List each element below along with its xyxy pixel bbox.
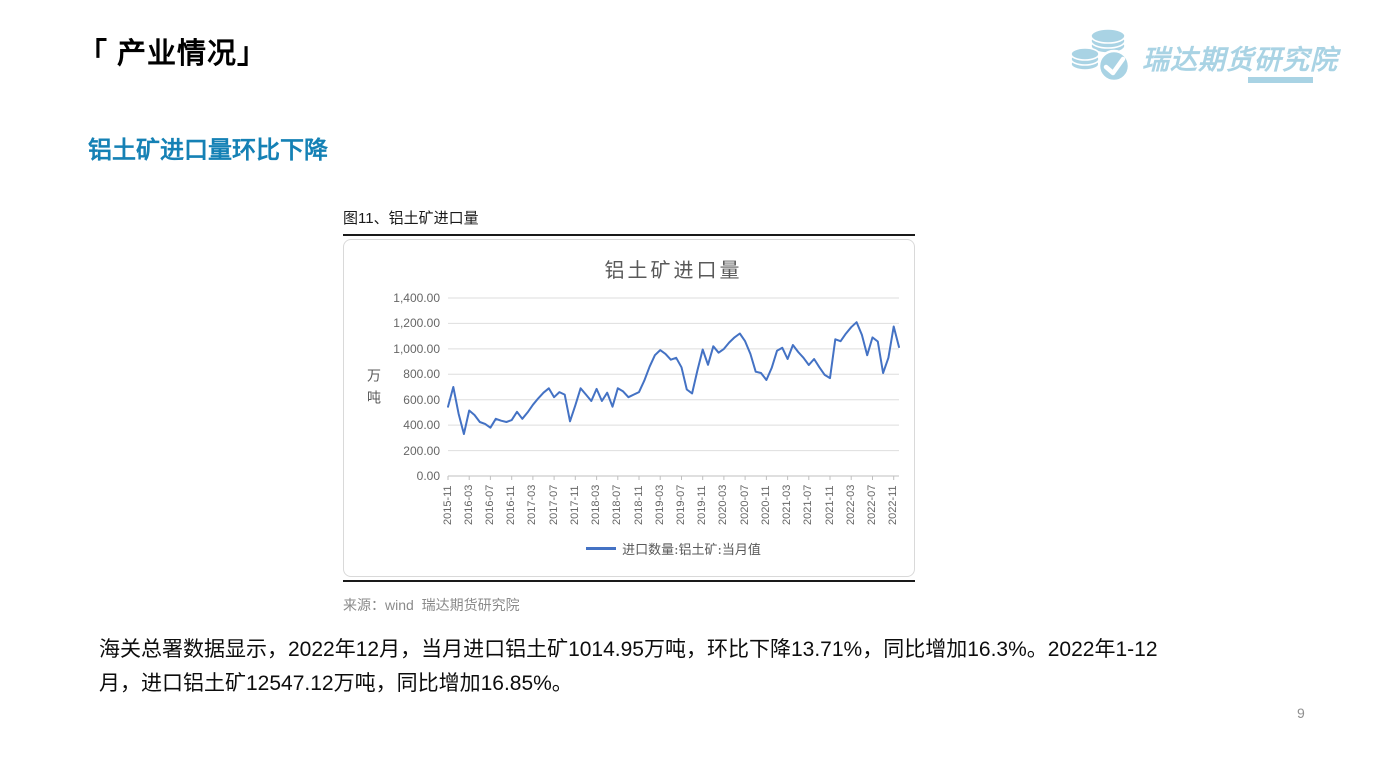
x-tick-label: 2020-03: [717, 484, 730, 525]
page-number: 9: [1297, 705, 1305, 721]
x-tick-label: 2022-11: [887, 485, 900, 525]
figure-source: 来源：wind 瑞达期货研究院: [343, 597, 520, 613]
x-tick-label: 2018-07: [611, 484, 624, 525]
chart-legend: 进口数量:铝土矿:当月值: [448, 539, 899, 558]
y-tick-label: 600.00: [403, 392, 440, 407]
figure-block: 图11、铝土矿进口量 铝土矿进口量 万吨 1,400.00 1,200.00 1,0…: [343, 207, 915, 615]
logo: 瑞达期货研究院: [1070, 26, 1337, 86]
slide-subtitle: 铝土矿进口量环比下降: [88, 137, 328, 164]
figure-top-rule: [343, 234, 915, 236]
x-tick-label: 2016-03: [462, 484, 475, 525]
x-tick-label: 2016-07: [483, 484, 496, 525]
legend-line-swatch: [586, 547, 617, 550]
logo-text: 瑞达期货研究院: [1142, 45, 1338, 75]
x-tick-label: 2021-07: [802, 484, 815, 525]
y-axis-unit-label: 万吨: [366, 368, 382, 412]
y-tick-label: 1,000.00: [393, 341, 440, 356]
x-tick-label: 2020-11: [759, 485, 772, 525]
x-tick-label: 2021-03: [781, 484, 794, 525]
x-tick-label: 2020-07: [738, 484, 751, 525]
figure-caption: 图11、铝土矿进口量: [343, 210, 479, 227]
x-tick-label: 2019-07: [675, 484, 687, 525]
legend-label: 进口数量:铝土矿:当月值: [622, 543, 761, 558]
x-tick-label: 2015-11: [441, 485, 454, 525]
logo-underline: [1248, 77, 1313, 83]
commentary-text: 海关总署数据显示，2022年12月，当月进口铝土矿1014.95万吨，环比下降1…: [99, 638, 1158, 695]
chart-title: 铝土矿进口量: [604, 258, 743, 282]
y-tick-label: 400.00: [403, 418, 440, 433]
section-title: 「 产业情况」: [78, 38, 268, 70]
x-tick-label: 2022-07: [866, 484, 878, 525]
x-tick-label: 2019-03: [653, 484, 666, 525]
x-tick-label: 2017-07: [547, 484, 560, 525]
x-tick-label: 2018-03: [590, 484, 603, 525]
x-tick-label: 2021-11: [823, 485, 836, 525]
y-tick-label: 0.00: [416, 469, 440, 483]
figure-bottom-rule: [343, 580, 915, 582]
y-tick-label: 800.00: [403, 367, 440, 382]
x-tick-label: 2016-11: [505, 485, 518, 525]
x-tick-label: 2017-11: [568, 485, 581, 525]
x-tick-label: 2018-11: [632, 485, 645, 525]
y-tick-label: 1,200.00: [393, 316, 440, 331]
y-tick-label: 1,400.00: [393, 291, 440, 305]
x-tick-label: 2019-11: [696, 485, 709, 525]
coins-check-logo-icon: [1070, 28, 1136, 91]
x-tick-label: 2017-03: [526, 484, 539, 525]
y-tick-label: 200.00: [403, 443, 440, 458]
line-chart: 铝土矿进口量 万吨 1,400.00 1,200.00 1,000.00 800.00…: [343, 239, 915, 577]
chart-canvas: [447, 297, 900, 480]
x-tick-label: 2022-03: [844, 484, 857, 525]
